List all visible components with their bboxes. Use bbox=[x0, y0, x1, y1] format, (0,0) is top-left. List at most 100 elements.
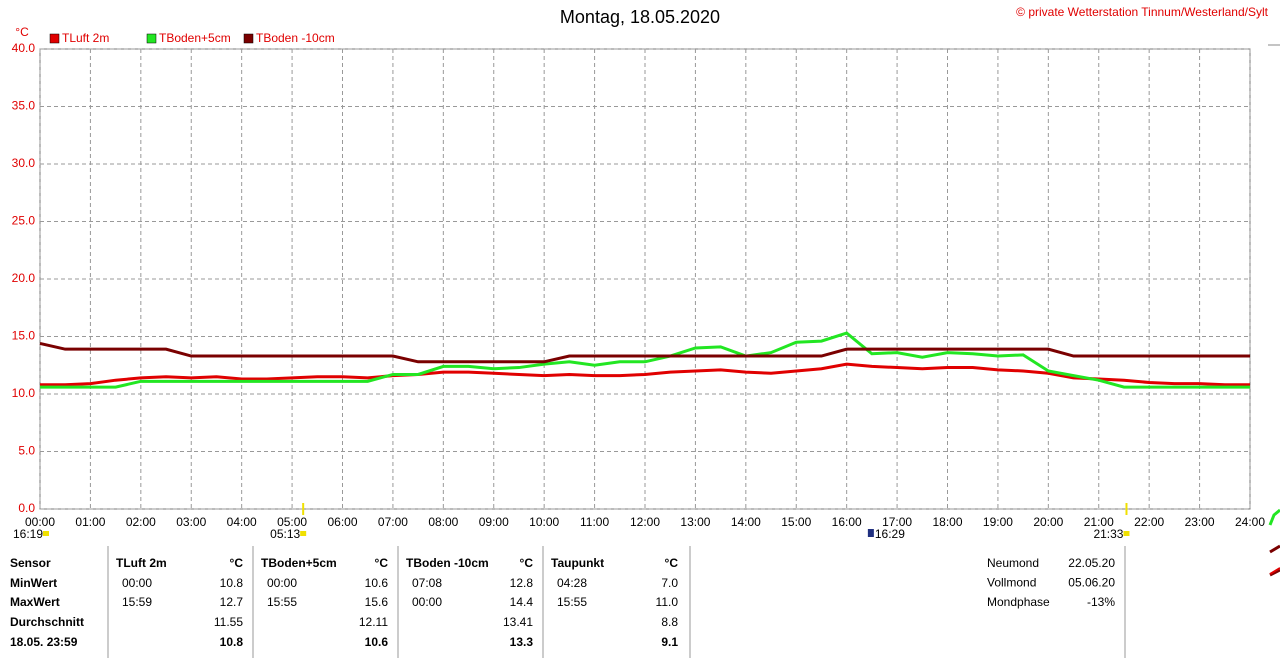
y-tick-label: 10.0 bbox=[12, 386, 36, 400]
cell-value: 12.11 bbox=[359, 615, 388, 629]
y-tick-label: 15.0 bbox=[12, 329, 36, 343]
time-marker bbox=[300, 531, 307, 536]
x-tick-label: 23:00 bbox=[1185, 515, 1215, 529]
cell-value: 10.6 bbox=[365, 576, 389, 590]
time-marker bbox=[43, 531, 49, 536]
x-tick-label: 07:00 bbox=[378, 515, 408, 529]
x-tick-label: 14:00 bbox=[731, 515, 761, 529]
cell-value: 11.55 bbox=[214, 615, 243, 629]
cell-value: 12.8 bbox=[510, 576, 534, 590]
series-line bbox=[39, 341, 1250, 364]
x-tick-label: 04:00 bbox=[227, 515, 257, 529]
cell-value: 7.0 bbox=[661, 576, 678, 590]
cell-value: 10.6 bbox=[365, 635, 389, 649]
cell-value: 15.6 bbox=[365, 595, 389, 609]
time-label: 16:29 bbox=[875, 527, 905, 541]
table-frame bbox=[107, 546, 1126, 658]
x-tick-label: 09:00 bbox=[479, 515, 509, 529]
time-label: 21:33 bbox=[1093, 527, 1123, 541]
cell-value: 13.41 bbox=[503, 615, 533, 629]
cell-value: 10.8 bbox=[220, 635, 244, 649]
x-tick-label: 15:00 bbox=[781, 515, 811, 529]
moon-label: Mondphase bbox=[987, 595, 1050, 609]
table-header: °C bbox=[375, 556, 389, 570]
table-header: TBoden -10cm bbox=[406, 556, 489, 570]
x-tick-label: 08:00 bbox=[428, 515, 458, 529]
legend-swatch bbox=[146, 33, 157, 44]
cell-value: 13.3 bbox=[510, 635, 534, 649]
x-tick-label: 16:00 bbox=[832, 515, 862, 529]
x-tick-label: 05:00 bbox=[277, 515, 307, 529]
cell-time: 15:55 bbox=[267, 595, 297, 609]
cell-value: 11.0 bbox=[656, 595, 679, 609]
y-tick-label: 20.0 bbox=[12, 271, 36, 285]
x-tick-label: 01:00 bbox=[75, 515, 105, 529]
legend-label: TBoden+5cm bbox=[159, 31, 231, 45]
moon-value: 22.05.20 bbox=[1068, 556, 1115, 570]
x-tick-label: 19:00 bbox=[983, 515, 1013, 529]
edge-fragment bbox=[1268, 508, 1280, 526]
table-header: °C bbox=[665, 556, 679, 570]
x-tick-label: 13:00 bbox=[680, 515, 710, 529]
row-label: Durchschnitt bbox=[10, 615, 84, 629]
cell-time: 00:00 bbox=[122, 576, 152, 590]
series-line bbox=[40, 331, 1250, 389]
x-tick-label: 21:00 bbox=[1084, 515, 1114, 529]
x-tick-label: 17:00 bbox=[882, 515, 912, 529]
y-tick-label: 40.0 bbox=[12, 41, 36, 55]
row-label: MinWert bbox=[10, 576, 57, 590]
row-label: 18.05. 23:59 bbox=[10, 635, 78, 649]
time-label: 16:19 bbox=[13, 527, 43, 541]
cell-time: 04:28 bbox=[557, 576, 587, 590]
table-header: TBoden+5cm bbox=[261, 556, 337, 570]
cell-time: 00:00 bbox=[412, 595, 442, 609]
series-line bbox=[40, 362, 1250, 387]
edge-fragment bbox=[1269, 567, 1280, 575]
time-marker bbox=[1123, 531, 1130, 536]
chart-title: Montag, 18.05.2020 bbox=[560, 7, 720, 27]
cell-value: 9.1 bbox=[661, 635, 678, 649]
x-tick-label: 03:00 bbox=[176, 515, 206, 529]
edge-fragment bbox=[1269, 544, 1280, 577]
x-tick-label: 00:00 bbox=[25, 515, 55, 529]
table-header: Taupunkt bbox=[551, 556, 604, 570]
x-tick-label: 18:00 bbox=[932, 515, 962, 529]
time-marker bbox=[867, 529, 874, 537]
cell-value: 10.8 bbox=[220, 576, 244, 590]
x-tick-label: 20:00 bbox=[1033, 515, 1063, 529]
table-header: °C bbox=[230, 556, 244, 570]
x-tick-label: 10:00 bbox=[529, 515, 559, 529]
x-tick-label: 22:00 bbox=[1134, 515, 1164, 529]
cell-value: 14.4 bbox=[510, 595, 534, 609]
y-tick-label: 5.0 bbox=[18, 444, 35, 458]
y-tick-label: 30.0 bbox=[12, 156, 36, 170]
moon-label: Vollmond bbox=[987, 576, 1036, 590]
cell-time: 00:00 bbox=[267, 576, 297, 590]
x-tick-label: 11:00 bbox=[580, 515, 609, 529]
y-tick-label: 0.0 bbox=[18, 501, 35, 515]
table-header: °C bbox=[520, 556, 534, 570]
legend-swatch bbox=[49, 33, 60, 44]
x-tick-label: 02:00 bbox=[126, 515, 156, 529]
y-tick-label: 35.0 bbox=[12, 99, 36, 113]
time-label: 05:13 bbox=[270, 527, 300, 541]
cell-value: 8.8 bbox=[661, 615, 678, 629]
legend-label: TLuft 2m bbox=[62, 31, 109, 45]
table-header: TLuft 2m bbox=[116, 556, 167, 570]
x-tick-label: 06:00 bbox=[327, 515, 357, 529]
cell-time: 07:08 bbox=[412, 576, 442, 590]
legend-label: TBoden -10cm bbox=[256, 31, 335, 45]
moon-label: Neumond bbox=[987, 556, 1039, 570]
moon-value: -13% bbox=[1087, 595, 1115, 609]
row-label: MaxWert bbox=[10, 595, 60, 609]
legend-swatch bbox=[243, 33, 254, 44]
y-axis-unit: °C bbox=[15, 25, 29, 39]
copyright: © private Wetterstation Tinnum/Westerlan… bbox=[1016, 5, 1269, 19]
x-tick-label: 12:00 bbox=[630, 515, 660, 529]
cell-time: 15:59 bbox=[122, 595, 152, 609]
y-tick-label: 25.0 bbox=[12, 214, 36, 228]
x-tick-label: 24:00 bbox=[1235, 515, 1265, 529]
moon-value: 05.06.20 bbox=[1068, 576, 1115, 590]
cell-value: 12.7 bbox=[220, 595, 244, 609]
